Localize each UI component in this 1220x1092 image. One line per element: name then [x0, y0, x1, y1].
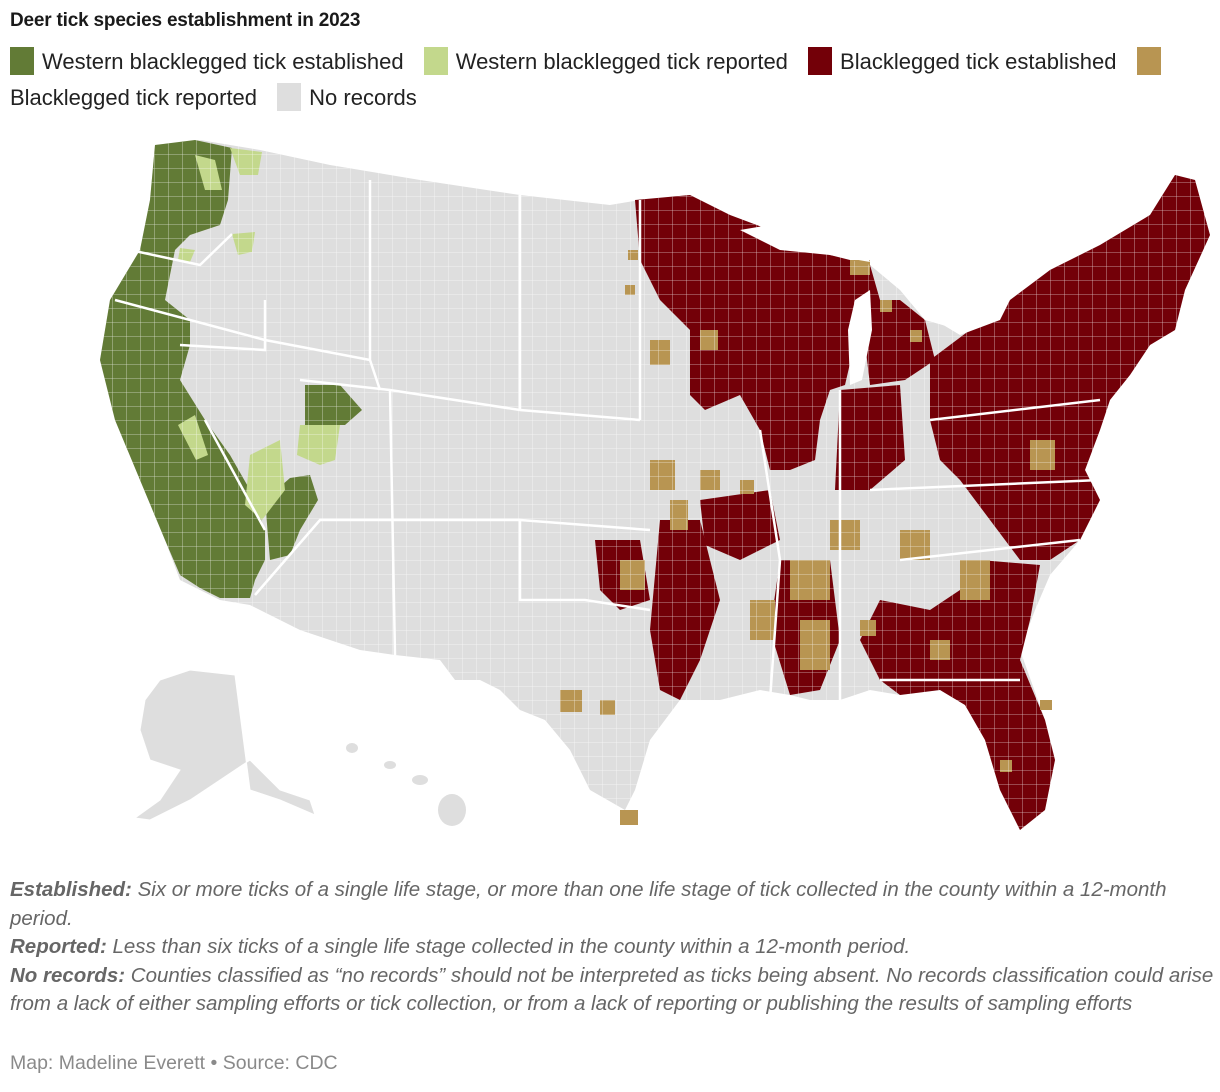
swatch-no-records	[277, 83, 302, 111]
swatch-western-reported	[423, 47, 448, 75]
legend-item-western-established: Western blacklegged tick established	[10, 47, 404, 75]
note-reported: Reported: Less than six ticks of a singl…	[10, 935, 911, 958]
credit-line: Map: Madeline Everett • Source: CDC	[10, 1052, 338, 1074]
legend-item-western-reported: Western blacklegged tick reported	[423, 47, 788, 75]
legend-item-blacklegged-reported: Blacklegged tick reported	[10, 47, 1169, 110]
swatch-blacklegged-reported	[1136, 47, 1161, 75]
lake-erie-ontario	[935, 300, 1010, 335]
us-county-map	[100, 140, 1210, 830]
lake-michigan	[848, 290, 872, 385]
alaska	[133, 669, 316, 821]
legend-item-blacklegged-established: Blacklegged tick established	[808, 47, 1116, 75]
swatch-blacklegged-established	[808, 47, 833, 75]
legend: Western blacklegged tick established Wes…	[10, 44, 1210, 116]
swatch-western-established	[10, 47, 34, 75]
note-no-records: No records: Counties classified as “no r…	[10, 963, 1214, 1016]
chart-title: Deer tick species establishment in 2023	[10, 10, 361, 31]
hawaii	[346, 743, 466, 826]
lake-superior	[740, 220, 870, 262]
county-borders	[100, 140, 1210, 830]
legend-item-no-records: No records	[277, 83, 417, 111]
notes: Established: Six or more ticks of a sing…	[10, 876, 1215, 1019]
note-established: Established: Six or more ticks of a sing…	[10, 878, 1167, 930]
state-borders	[114, 180, 1101, 701]
